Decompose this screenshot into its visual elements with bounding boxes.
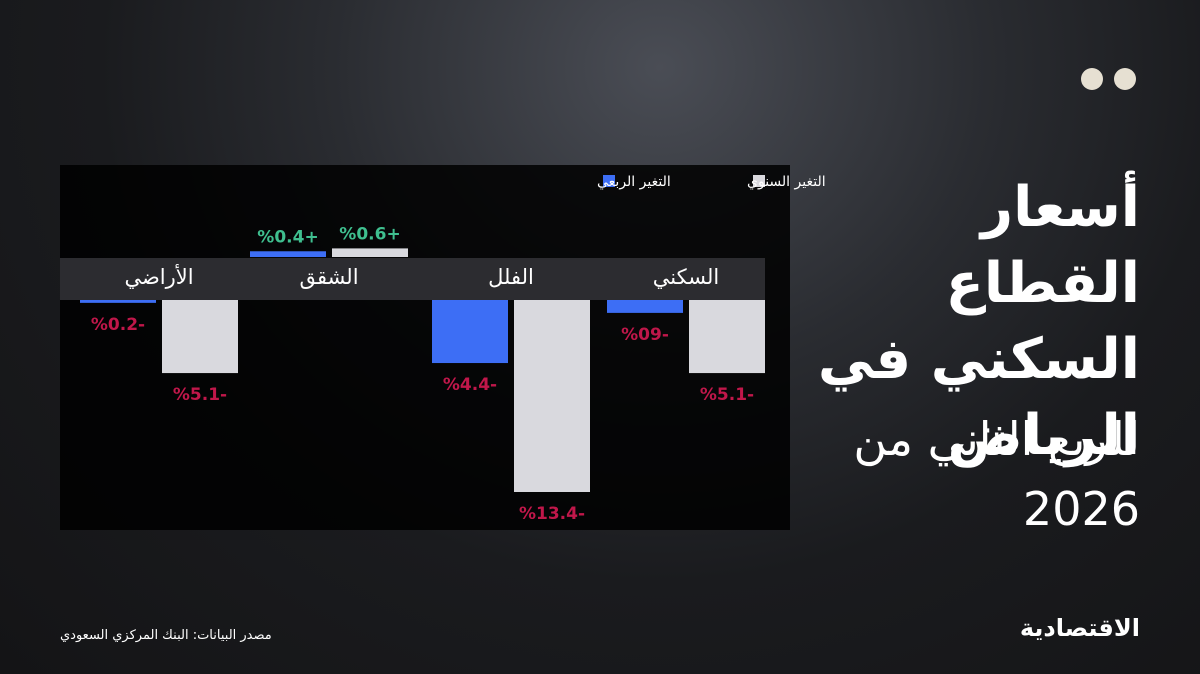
- decor-dot: [1081, 68, 1103, 90]
- category-label: الشقق: [299, 265, 358, 289]
- category-label: الفلل: [488, 265, 534, 289]
- bar: [514, 300, 590, 492]
- source: مصدر البيانات: البنك المركزي السعودي: [60, 628, 272, 643]
- brand: الاقتصادية: [1019, 614, 1140, 642]
- value-label: %13.4-: [519, 504, 585, 524]
- bar: [689, 300, 765, 374]
- legend-label: التغير الربعي: [597, 174, 671, 190]
- category-band: [60, 258, 765, 300]
- value-label: %4.4-: [443, 375, 497, 395]
- category-label: السكني: [653, 265, 719, 289]
- value-label: %0.2-: [91, 315, 145, 335]
- decor-dot: [1114, 68, 1136, 90]
- legend-swatch: [753, 175, 765, 187]
- value-label: %5.1-: [173, 385, 227, 405]
- bar: [432, 300, 508, 364]
- legend-swatch: [603, 175, 615, 187]
- value-label: %0.4+: [257, 227, 318, 247]
- value-label: %09-: [621, 325, 669, 345]
- subtitle: للربع الثاني من 2026: [853, 412, 1140, 536]
- title: أسعار القطاع السكني في الرياض: [817, 175, 1140, 468]
- bar: [607, 300, 683, 313]
- bar: [80, 300, 156, 303]
- category-label: الأراضي: [124, 264, 193, 289]
- bar: [250, 251, 326, 257]
- bar: [162, 300, 238, 374]
- value-label: %0.6+: [339, 224, 400, 244]
- value-label: %5.1-: [700, 385, 754, 405]
- legend-label: التغير السنوي: [747, 174, 826, 190]
- bar: [332, 248, 408, 257]
